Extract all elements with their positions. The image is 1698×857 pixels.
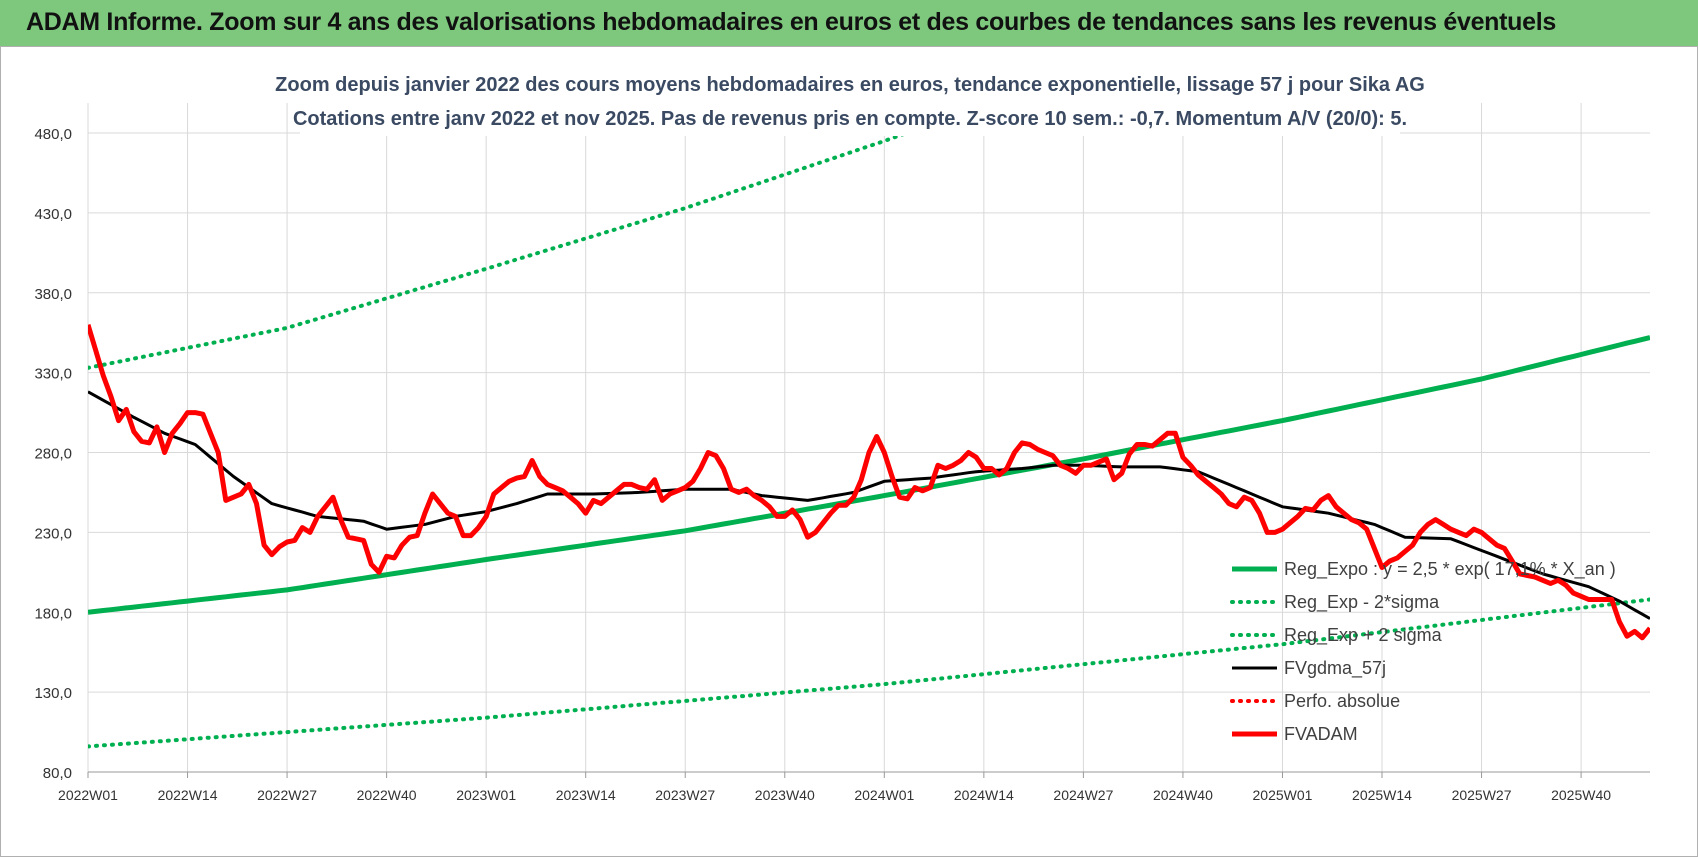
legend-label: FVADAM: [1284, 724, 1358, 744]
x-tick-label: 2022W14: [158, 787, 218, 803]
x-tick-label: 2023W01: [456, 787, 516, 803]
chart-subtitle: Cotations entre janv 2022 et nov 2025. P…: [293, 108, 1407, 130]
y-tick-label: 280,0: [34, 446, 72, 463]
x-tick-label: 2023W14: [556, 787, 616, 803]
y-tick-label: 330,0: [34, 366, 72, 383]
chart-title: Zoom depuis janvier 2022 des cours moyen…: [275, 74, 1425, 96]
legend-label: Reg_Exp - 2*sigma: [1284, 592, 1440, 613]
x-tick-label: 2022W40: [357, 787, 417, 803]
legend-label: Perfo. absolue: [1284, 691, 1400, 711]
y-tick-label: 130,0: [34, 685, 72, 702]
legend-label: FVgdma_57j: [1284, 658, 1386, 679]
y-tick-label: 80,0: [43, 765, 72, 782]
series-line-reg-exp-2-sigma: [88, 597, 1650, 749]
grid: [87, 103, 1650, 773]
y-tick-label: 230,0: [34, 525, 72, 542]
x-axis: 2022W01 2022W14 2022W27 2022W40 2023W01 2023W…: [58, 771, 1650, 803]
x-tick-label: 2025W27: [1452, 787, 1512, 803]
title-banner: ADAM Informe. Zoom sur 4 ans des valoris…: [0, 0, 1698, 47]
series-line-reg-exp-2-sigma: [88, 98, 1010, 370]
x-tick-label: 2024W01: [854, 787, 914, 803]
x-tick-label: 2022W01: [58, 787, 118, 803]
x-tick-label: 2023W27: [655, 787, 715, 803]
y-axis: 80,0 130,0 180,0 230,0 280,0 330,0 380,0 430,0 4…: [34, 126, 72, 782]
series-layer: [88, 98, 1650, 749]
y-tick-label: 480,0: [34, 126, 72, 143]
x-tick-label: 2024W14: [954, 787, 1014, 803]
x-tick-label: 2025W14: [1352, 787, 1412, 803]
legend-label: Reg_Expo : y = 2,5 * exp( 17,1% * X_an ): [1284, 559, 1616, 580]
x-tick-label: 2024W40: [1153, 787, 1213, 803]
x-tick-label: 2024W27: [1053, 787, 1113, 803]
banner-title: ADAM Informe. Zoom sur 4 ans des valoris…: [26, 8, 1556, 36]
y-tick-label: 430,0: [34, 206, 72, 223]
title-backdrop: [300, 64, 1400, 136]
x-tick-label: 2025W40: [1551, 787, 1611, 803]
y-tick-label: 380,0: [34, 286, 72, 303]
y-tick-label: 180,0: [34, 605, 72, 622]
x-tick-label: 2022W27: [257, 787, 317, 803]
x-tick-label: 2025W01: [1253, 787, 1313, 803]
legend-label: Reg_Exp + 2 sigma: [1284, 625, 1443, 646]
series-line-reg-expo-y-2-5-exp-17-1-x-an: [88, 335, 1650, 615]
x-tick-label: 2023W40: [755, 787, 815, 803]
series-line-fvadam: [88, 323, 1650, 641]
legend: Reg_Expo : y = 2,5 * exp( 17,1% * X_an )…: [1230, 559, 1616, 744]
series-line-fvgdma-57j: [88, 390, 1650, 620]
